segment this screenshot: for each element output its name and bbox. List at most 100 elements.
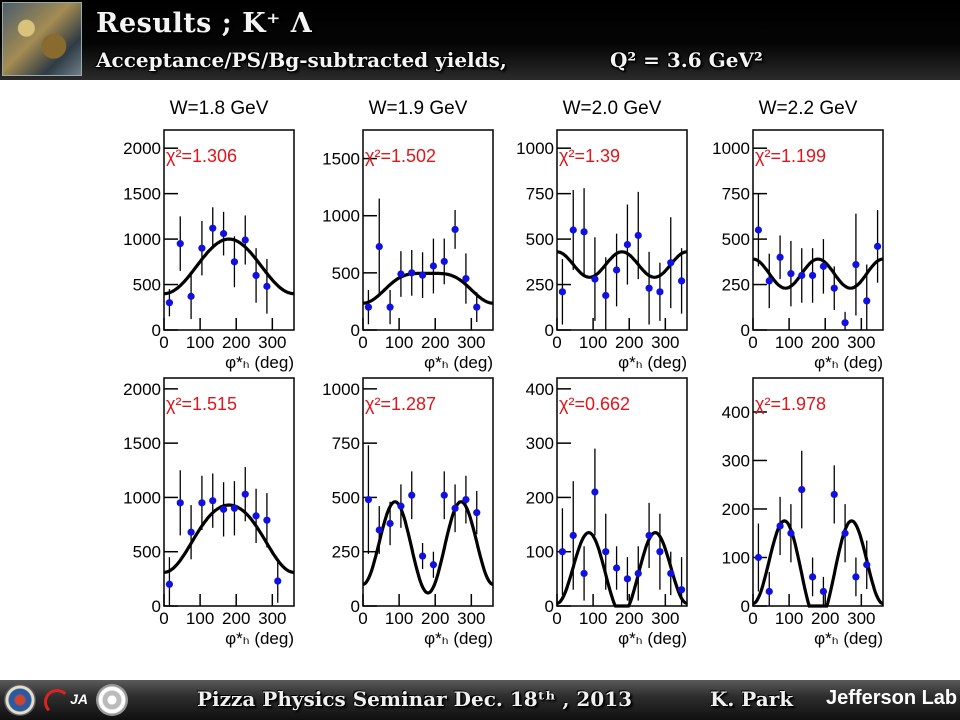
x-tick-label: 0 [358, 333, 367, 352]
data-point [176, 240, 184, 248]
data-point [252, 271, 260, 280]
data-point [645, 531, 653, 540]
x-axis-label: φ*ₕ (deg) [618, 353, 687, 372]
y-tick-label: 500 [526, 230, 554, 249]
fit-curve [363, 271, 493, 305]
chi2-label: χ²=1.306 [166, 146, 237, 166]
y-tick-label: 500 [133, 276, 161, 295]
data-point [754, 553, 763, 562]
data-point [274, 577, 282, 585]
data-point [209, 497, 217, 505]
data-point [612, 564, 621, 572]
header-photo [2, 2, 82, 76]
data-point [569, 531, 577, 540]
y-tick-label: 500 [722, 230, 750, 249]
y-tick-label: 0 [351, 321, 360, 340]
data-point [462, 274, 470, 283]
data-point [418, 552, 427, 560]
data-point [667, 569, 675, 578]
data-point [375, 242, 383, 251]
y-tick-label: 1000 [322, 380, 360, 399]
data-point [634, 569, 642, 578]
data-point [787, 529, 795, 537]
data-point [241, 236, 249, 244]
x-tick-label: 0 [748, 333, 757, 352]
x-tick-label: 100 [385, 333, 413, 352]
data-point [418, 271, 427, 279]
x-axis-label: φ*ₕ (deg) [424, 353, 493, 372]
x-tick-label: 100 [579, 333, 607, 352]
y-tick-label: 200 [526, 488, 554, 507]
plot-frame [163, 129, 295, 331]
data-point [656, 548, 664, 556]
footer-logos: JA [4, 683, 128, 717]
x-axis-label: φ*ₕ (deg) [225, 353, 294, 372]
data-point [830, 284, 838, 292]
y-tick-label: 750 [332, 434, 360, 453]
plot-title: W=2.2 GeV [759, 98, 858, 119]
plot-frame [362, 129, 494, 331]
x-tick-label: 300 [847, 609, 875, 628]
data-point [198, 244, 206, 252]
x-tick-label: 0 [748, 609, 757, 628]
data-point [798, 485, 806, 494]
jefferson-lab-logo: Jefferson Lab [826, 687, 958, 709]
x-tick-label: 300 [258, 333, 286, 352]
y-tick-label: 0 [152, 597, 161, 616]
data-point [634, 231, 642, 240]
plot-w19-bottom: 0 250 500 750 1000 0 100 200 300 φ*ₕ (deg) χ²=1.28… [303, 368, 503, 668]
y-tick-label: 2000 [123, 139, 161, 158]
data-point [176, 499, 184, 507]
data-point [230, 504, 239, 512]
chi2-label: χ²=0.662 [559, 394, 630, 414]
fit-curve [362, 500, 494, 595]
x-tick-label: 0 [159, 609, 168, 628]
y-tick-label: 1000 [123, 488, 161, 507]
y-tick-label: 1000 [712, 139, 750, 158]
chi2-label: χ²=1.39 [559, 146, 620, 166]
y-tick-label: 500 [332, 264, 360, 283]
y-tick-label: 300 [722, 451, 750, 470]
x-tick-label: 200 [421, 333, 449, 352]
x-tick-label: 200 [811, 333, 839, 352]
data-point [397, 270, 405, 278]
data-point [252, 512, 260, 520]
data-point [451, 225, 459, 234]
slide-header: Results ; K⁺ Λ Acceptance/PS/Bg-subtract… [0, 0, 960, 80]
data-point [787, 270, 795, 278]
y-tick-label: 750 [526, 185, 554, 204]
jpa-logo-icon: JA [44, 685, 88, 715]
plot-w18-bottom: 0 500 1000 1500 2000 0 100 200 300 φ*ₕ (deg) χ²=1.… [104, 368, 304, 668]
data-point [209, 224, 217, 232]
data-point [776, 253, 784, 261]
slide-subtitle: Acceptance/PS/Bg-subtracted yields, Q² =… [96, 48, 763, 72]
data-point [852, 260, 860, 269]
data-point [187, 528, 195, 536]
data-point [580, 228, 588, 236]
data-point [219, 505, 228, 513]
x-axis-label: φ*ₕ (deg) [225, 629, 294, 648]
y-tick-label: 200 [722, 500, 750, 519]
plot-frame [752, 129, 884, 331]
y-tick-label: 2000 [123, 380, 161, 399]
plot-w18-top: W=1.8 GeV 0 500 1000 1500 2000 0 100 200 300 φ*ₕ (… [104, 92, 304, 392]
y-tick-label: 400 [722, 403, 750, 422]
data-point [386, 303, 394, 311]
plot-w19-top: W=1.9 GeV 0 500 1000 1500 0 100 200 300 φ*ₕ (deg)… [303, 92, 503, 392]
data-point [473, 303, 481, 311]
fit-curve [556, 250, 688, 279]
data-point [451, 504, 459, 512]
y-tick-label: 250 [722, 276, 750, 295]
x-tick-label: 100 [775, 609, 803, 628]
y-tick-label: 0 [351, 597, 360, 616]
fit-curve [752, 257, 884, 290]
chi2-label: χ²=1.199 [755, 146, 826, 166]
data-point [165, 580, 174, 588]
plot-title: W=1.8 GeV [170, 98, 269, 119]
data-point [429, 262, 438, 270]
